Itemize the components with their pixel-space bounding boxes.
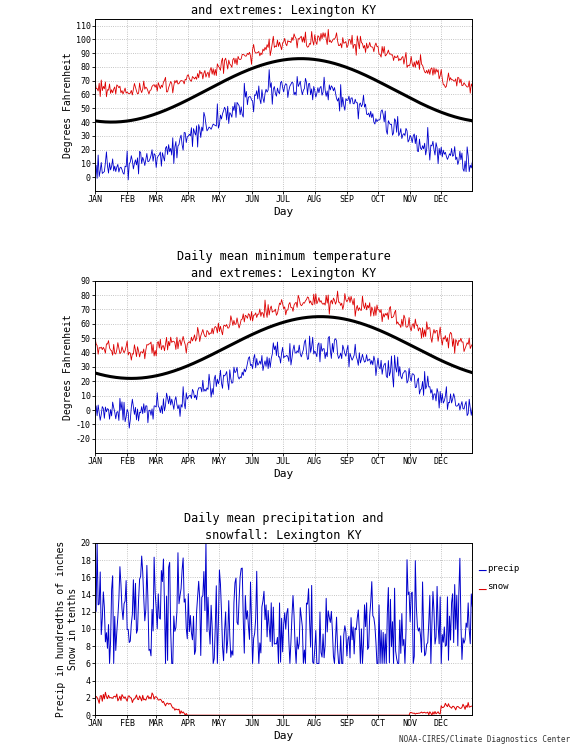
Y-axis label: Precip in hundredths of inches
Snow in tenths: Precip in hundredths of inches Snow in t… bbox=[56, 541, 78, 717]
Title: Daily mean minimum temperature
and extremes: Lexington KY: Daily mean minimum temperature and extre… bbox=[177, 250, 391, 279]
X-axis label: Day: Day bbox=[274, 207, 294, 217]
Text: snow: snow bbox=[487, 583, 508, 592]
X-axis label: Day: Day bbox=[274, 731, 294, 741]
Y-axis label: Degrees Fahrenheit: Degrees Fahrenheit bbox=[63, 314, 73, 419]
Text: ─: ─ bbox=[478, 565, 486, 578]
X-axis label: Day: Day bbox=[274, 469, 294, 479]
Text: NOAA-CIRES/Climate Diagnostics Center: NOAA-CIRES/Climate Diagnostics Center bbox=[399, 735, 570, 744]
Text: ─: ─ bbox=[478, 584, 486, 597]
Title: Daily mean maximum temperature
and extremes: Lexington KY: Daily mean maximum temperature and extre… bbox=[177, 0, 391, 17]
Y-axis label: Degrees Fahrenheit: Degrees Fahrenheit bbox=[63, 52, 73, 158]
Title: Daily mean precipitation and
snowfall: Lexington KY: Daily mean precipitation and snowfall: L… bbox=[184, 512, 384, 542]
Text: precip: precip bbox=[487, 564, 519, 573]
